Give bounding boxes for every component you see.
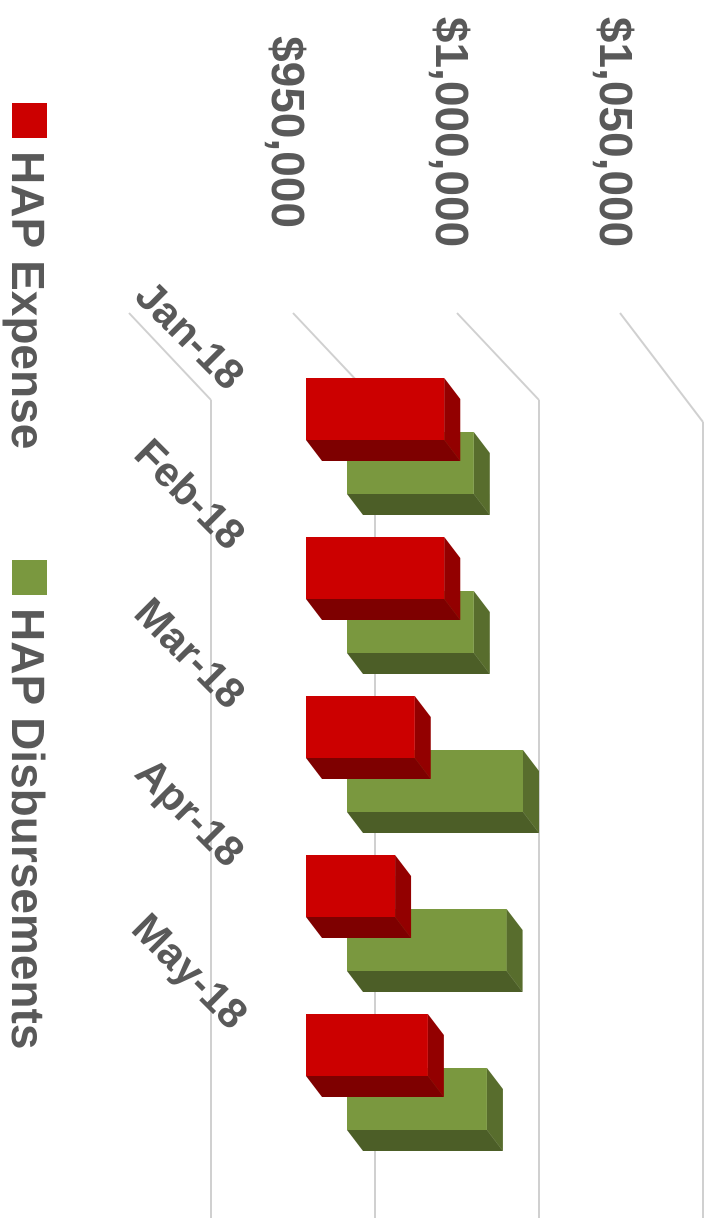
bar-hap-expense-0	[306, 378, 461, 461]
bar-hap-disbursements-3	[347, 909, 523, 992]
category-label-4: May-18	[123, 904, 257, 1038]
legend-label-1: HAP Disbursements	[2, 608, 54, 1049]
bar-hap-expense-2	[306, 696, 431, 779]
bar-hap-expense-4	[306, 1014, 444, 1097]
legend-label-0: HAP Expense	[2, 151, 54, 449]
gridline-floor-top	[619, 312, 704, 423]
category-label-1: Feb-18	[126, 429, 255, 558]
legend: HAP Expense HAP Disbursements	[2, 103, 54, 1049]
tick-labels: $950,000 $1,000,000 $1,050,000	[262, 17, 642, 247]
tick-label-2: $1,050,000	[590, 17, 642, 247]
bar-hap-expense-1	[306, 537, 461, 620]
legend-swatch-1	[12, 560, 47, 595]
gridline-floor-2	[456, 312, 540, 401]
gridline-floor-0	[128, 312, 212, 401]
bar-hap-expense-3	[306, 855, 412, 938]
legend-swatch-0	[12, 103, 47, 138]
category-label-2: Mar-18	[126, 588, 255, 717]
tick-label-1: $1,000,000	[426, 17, 478, 247]
bars	[306, 378, 539, 1151]
category-label-3: Apr-18	[127, 748, 254, 875]
tick-label-0: $950,000	[262, 36, 314, 228]
